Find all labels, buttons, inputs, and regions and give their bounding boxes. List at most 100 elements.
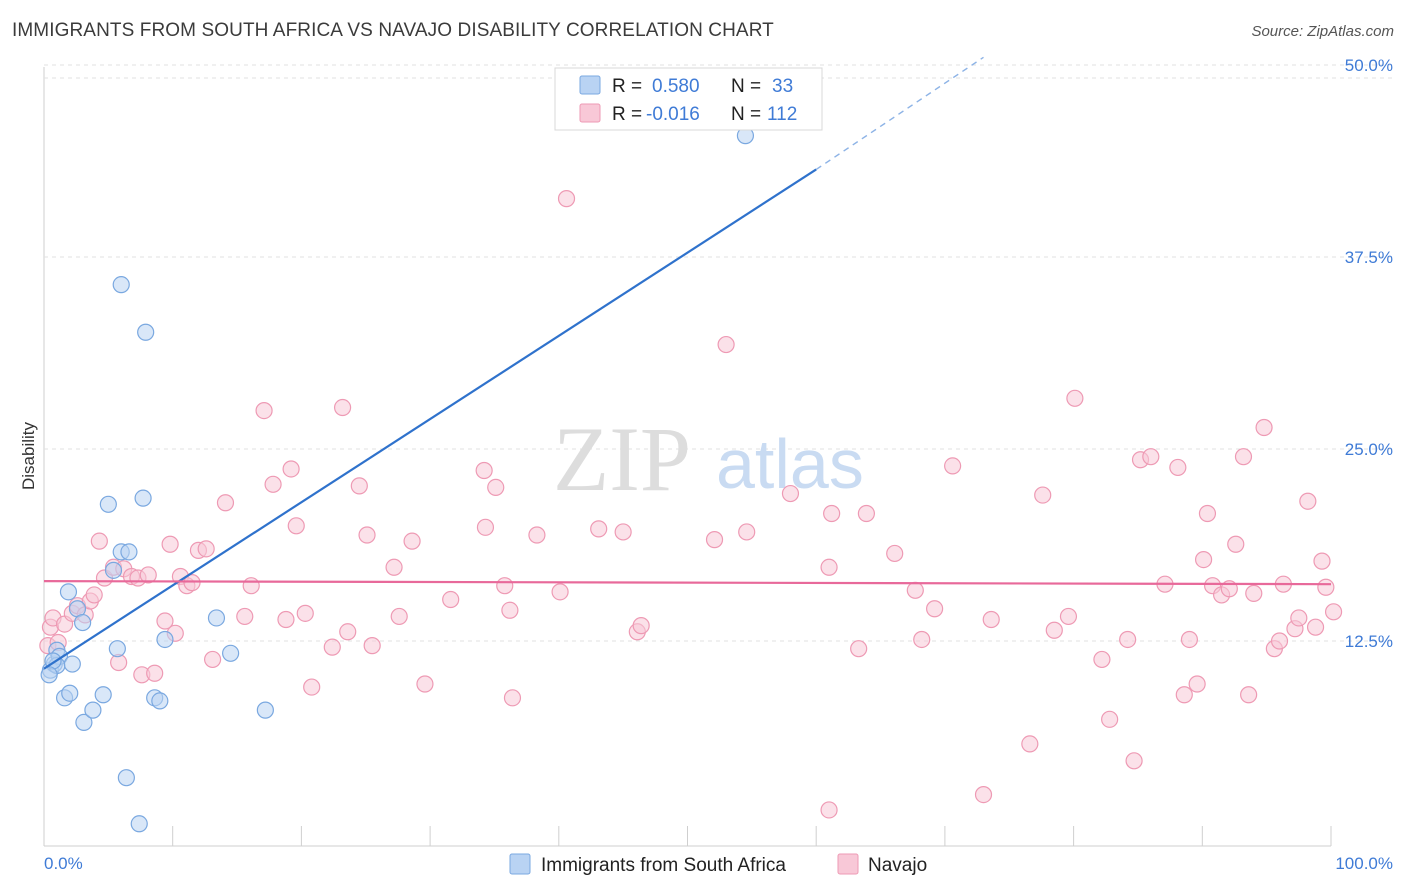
navajo-point [146, 664, 164, 682]
navajo-point [913, 630, 931, 649]
south-africa-point [61, 684, 79, 702]
navajo-point [85, 586, 103, 604]
legend-r-value-1: 0.580 [652, 76, 700, 97]
navajo-point [1175, 686, 1193, 704]
south-africa-point [151, 692, 169, 710]
navajo-point [632, 617, 650, 635]
navajo-point [1290, 609, 1308, 627]
south-africa-trend-line [43, 168, 817, 670]
navajo-point [1059, 607, 1078, 626]
legend-n-label-2: N = [731, 104, 761, 125]
navajo-point [705, 531, 724, 549]
south-africa-point [156, 630, 174, 649]
gridlines [44, 64, 1393, 642]
navajo-point [1066, 389, 1084, 407]
correlation-legend: R = 0.580 N = 33 R = -0.016 N = 112 [554, 67, 823, 131]
navajo-point [156, 612, 174, 630]
navajo-point [820, 558, 838, 576]
watermark-zip: ZIP [553, 408, 691, 510]
source-label: Source: ZipAtlas.com [1251, 23, 1394, 40]
south-africa-point [84, 701, 102, 719]
navajo-point [503, 689, 522, 707]
navajo-points [39, 190, 1343, 819]
navajo-point [551, 583, 569, 601]
navajo-point [557, 190, 576, 208]
navajo-point [183, 574, 201, 592]
navajo-point [282, 460, 300, 478]
navajo-point [974, 785, 993, 804]
x-tick-label-min: 0.0% [44, 854, 83, 873]
navajo-point [475, 461, 493, 480]
navajo-point [442, 590, 460, 609]
south-africa-point [74, 613, 92, 632]
legend-r-value-2: -0.016 [646, 104, 700, 125]
navajo-point [906, 581, 924, 599]
y-tick-label: 25.0% [1345, 440, 1393, 459]
navajo-point [139, 566, 157, 584]
legend-r-label-2: R = [612, 104, 642, 125]
navajo-point [197, 540, 215, 558]
legend-swatch-blue [579, 75, 601, 95]
south-africa-point [40, 666, 58, 684]
navajo-point [161, 535, 179, 553]
navajo-point [296, 604, 314, 622]
y-tick-labels: 12.5% 25.0% 37.5% 50.0% [1345, 56, 1393, 651]
watermark: ZIP atlas [553, 408, 864, 510]
navajo-point [403, 532, 421, 550]
navajo-point [1313, 552, 1331, 570]
navajo-point [264, 475, 282, 493]
navajo-point [1142, 448, 1160, 466]
navajo-point [501, 601, 519, 619]
navajo-point [216, 494, 235, 512]
south-africa-point [75, 713, 93, 732]
navajo-point [350, 477, 368, 495]
y-axis-label: Disability [19, 421, 38, 490]
navajo-point [1119, 630, 1137, 649]
navajo-point [926, 600, 944, 618]
navajo-point [1227, 535, 1245, 553]
series-legend-label-1: Immigrants from South Africa [541, 855, 786, 876]
navajo-point [857, 504, 875, 523]
navajo-point [339, 623, 357, 641]
navajo-point [1180, 630, 1199, 649]
navajo-point [1021, 735, 1039, 753]
navajo-point [1198, 504, 1217, 523]
navajo-point [1270, 632, 1289, 650]
navajo-trend-line [43, 579, 1332, 586]
navajo-point [528, 526, 546, 544]
navajo-point [1169, 458, 1187, 477]
navajo-point [1188, 675, 1206, 693]
legend-n-label-1: N = [731, 76, 761, 97]
south-africa-point [130, 815, 148, 833]
legend-r-label-1: R = [612, 76, 642, 97]
navajo-point [1125, 752, 1143, 770]
south-africa-point [59, 583, 78, 601]
navajo-point [1045, 621, 1063, 639]
navajo-point [323, 638, 341, 656]
navajo-point [1101, 710, 1119, 728]
south-africa-point [104, 561, 123, 579]
south-africa-point [207, 609, 226, 627]
legend-swatch-pink [579, 103, 601, 123]
south-africa-point [99, 495, 117, 513]
navajo-point [287, 517, 305, 535]
navajo-point [277, 610, 295, 629]
series-legend-swatch-blue [509, 853, 531, 875]
legend-n-value-2: 112 [767, 104, 797, 125]
south-africa-point [112, 276, 130, 294]
navajo-point [820, 801, 838, 819]
series-legend-label-2: Navajo [868, 855, 927, 876]
navajo-point [1299, 492, 1317, 510]
navajo-point [850, 640, 868, 658]
navajo-point [496, 577, 514, 595]
navajo-point [416, 675, 434, 693]
navajo-point [1240, 686, 1258, 704]
navajo-point [823, 504, 841, 523]
south-africa-points [40, 127, 755, 833]
navajo-point [1234, 448, 1253, 466]
south-africa-point [256, 701, 274, 719]
navajo-point [1034, 486, 1052, 504]
navajo-point [590, 520, 608, 538]
navajo-point [1093, 650, 1111, 669]
